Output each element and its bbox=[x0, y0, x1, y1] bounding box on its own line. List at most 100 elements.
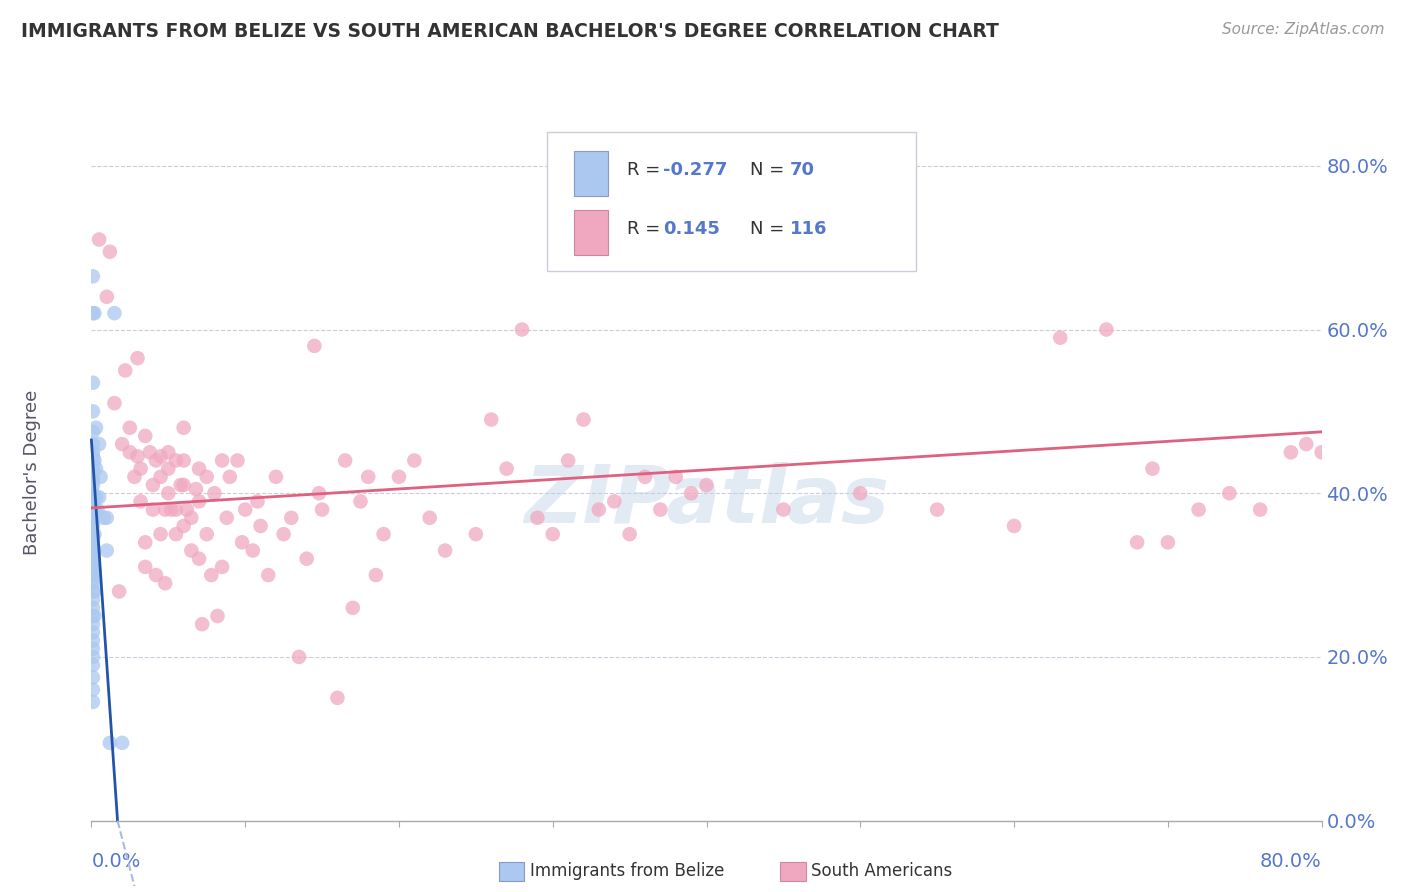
Point bbox=[176, 502, 198, 516]
Point bbox=[634, 470, 657, 484]
Text: IMMIGRANTS FROM BELIZE VS SOUTH AMERICAN BACHELOR'S DEGREE CORRELATION CHART: IMMIGRANTS FROM BELIZE VS SOUTH AMERICAN… bbox=[21, 22, 1000, 41]
Point bbox=[82, 592, 104, 607]
Point bbox=[129, 494, 152, 508]
Point bbox=[111, 736, 134, 750]
Point bbox=[202, 486, 225, 500]
Point bbox=[404, 453, 426, 467]
Point bbox=[87, 437, 110, 451]
Point bbox=[650, 502, 672, 516]
Point bbox=[103, 396, 125, 410]
Point bbox=[211, 453, 233, 467]
Text: -0.277: -0.277 bbox=[664, 161, 728, 179]
Point bbox=[188, 494, 211, 508]
Point bbox=[180, 543, 202, 558]
Point bbox=[333, 453, 356, 467]
Point bbox=[103, 306, 125, 320]
Point bbox=[82, 617, 104, 632]
Point bbox=[231, 535, 253, 549]
Text: 80.0%: 80.0% bbox=[1260, 852, 1322, 871]
Point bbox=[419, 510, 441, 524]
Point bbox=[127, 351, 149, 366]
Point bbox=[218, 470, 240, 484]
Point bbox=[233, 502, 256, 516]
Point bbox=[169, 478, 191, 492]
Point bbox=[134, 560, 156, 574]
Point bbox=[82, 486, 104, 500]
Point bbox=[82, 478, 104, 492]
Point bbox=[308, 486, 330, 500]
Point bbox=[82, 437, 104, 451]
Point bbox=[82, 466, 104, 480]
Point bbox=[495, 461, 517, 475]
Point bbox=[145, 453, 167, 467]
Point bbox=[82, 633, 104, 648]
Point bbox=[1095, 322, 1118, 336]
Point bbox=[1187, 502, 1209, 516]
Point bbox=[304, 339, 326, 353]
Point bbox=[98, 244, 121, 259]
Point bbox=[124, 470, 146, 484]
Point bbox=[82, 548, 104, 562]
Point bbox=[188, 551, 211, 566]
Point bbox=[83, 502, 105, 516]
Point bbox=[82, 609, 104, 624]
Text: 0.0%: 0.0% bbox=[91, 852, 141, 871]
Point bbox=[87, 232, 110, 246]
Point bbox=[1326, 519, 1348, 533]
Point bbox=[1249, 502, 1271, 516]
Point bbox=[927, 502, 949, 516]
Point bbox=[82, 461, 104, 475]
Point bbox=[1142, 461, 1164, 475]
Point bbox=[541, 527, 564, 541]
Point bbox=[1279, 445, 1302, 459]
Point bbox=[665, 470, 688, 484]
Point bbox=[82, 600, 104, 615]
Point bbox=[1126, 535, 1149, 549]
Point bbox=[82, 535, 104, 549]
Point bbox=[82, 695, 104, 709]
Point bbox=[82, 625, 104, 640]
Point bbox=[153, 576, 177, 591]
Point bbox=[165, 453, 187, 467]
Point bbox=[326, 690, 349, 705]
Point bbox=[142, 502, 165, 516]
Point bbox=[84, 421, 107, 435]
Point bbox=[479, 412, 502, 426]
Point bbox=[82, 425, 104, 439]
Point bbox=[188, 461, 211, 475]
Point bbox=[149, 527, 172, 541]
Point bbox=[90, 470, 112, 484]
Point bbox=[82, 572, 104, 586]
Point bbox=[82, 491, 104, 505]
Point bbox=[160, 502, 183, 516]
Text: South Americans: South Americans bbox=[811, 863, 952, 880]
Point bbox=[86, 502, 108, 516]
Text: R =: R = bbox=[627, 161, 665, 179]
Point bbox=[849, 486, 872, 500]
Point bbox=[249, 519, 271, 533]
Point bbox=[84, 491, 107, 505]
Point bbox=[142, 478, 165, 492]
Point bbox=[1218, 486, 1240, 500]
Point bbox=[83, 543, 105, 558]
Point bbox=[82, 445, 104, 459]
Point bbox=[226, 453, 249, 467]
Text: N =: N = bbox=[749, 161, 790, 179]
Point bbox=[173, 453, 195, 467]
Point bbox=[82, 670, 104, 684]
Point bbox=[82, 499, 104, 513]
Point bbox=[82, 450, 104, 464]
Point bbox=[108, 584, 131, 599]
Point bbox=[464, 527, 486, 541]
Point bbox=[134, 535, 156, 549]
Point bbox=[83, 527, 105, 541]
Point bbox=[82, 540, 104, 554]
Point bbox=[82, 306, 104, 320]
Text: Bachelor's Degree: Bachelor's Degree bbox=[24, 390, 41, 556]
Point bbox=[388, 470, 411, 484]
Point bbox=[87, 491, 110, 505]
Point bbox=[82, 515, 104, 529]
Point bbox=[153, 502, 177, 516]
Point bbox=[200, 568, 222, 582]
Point bbox=[681, 486, 703, 500]
